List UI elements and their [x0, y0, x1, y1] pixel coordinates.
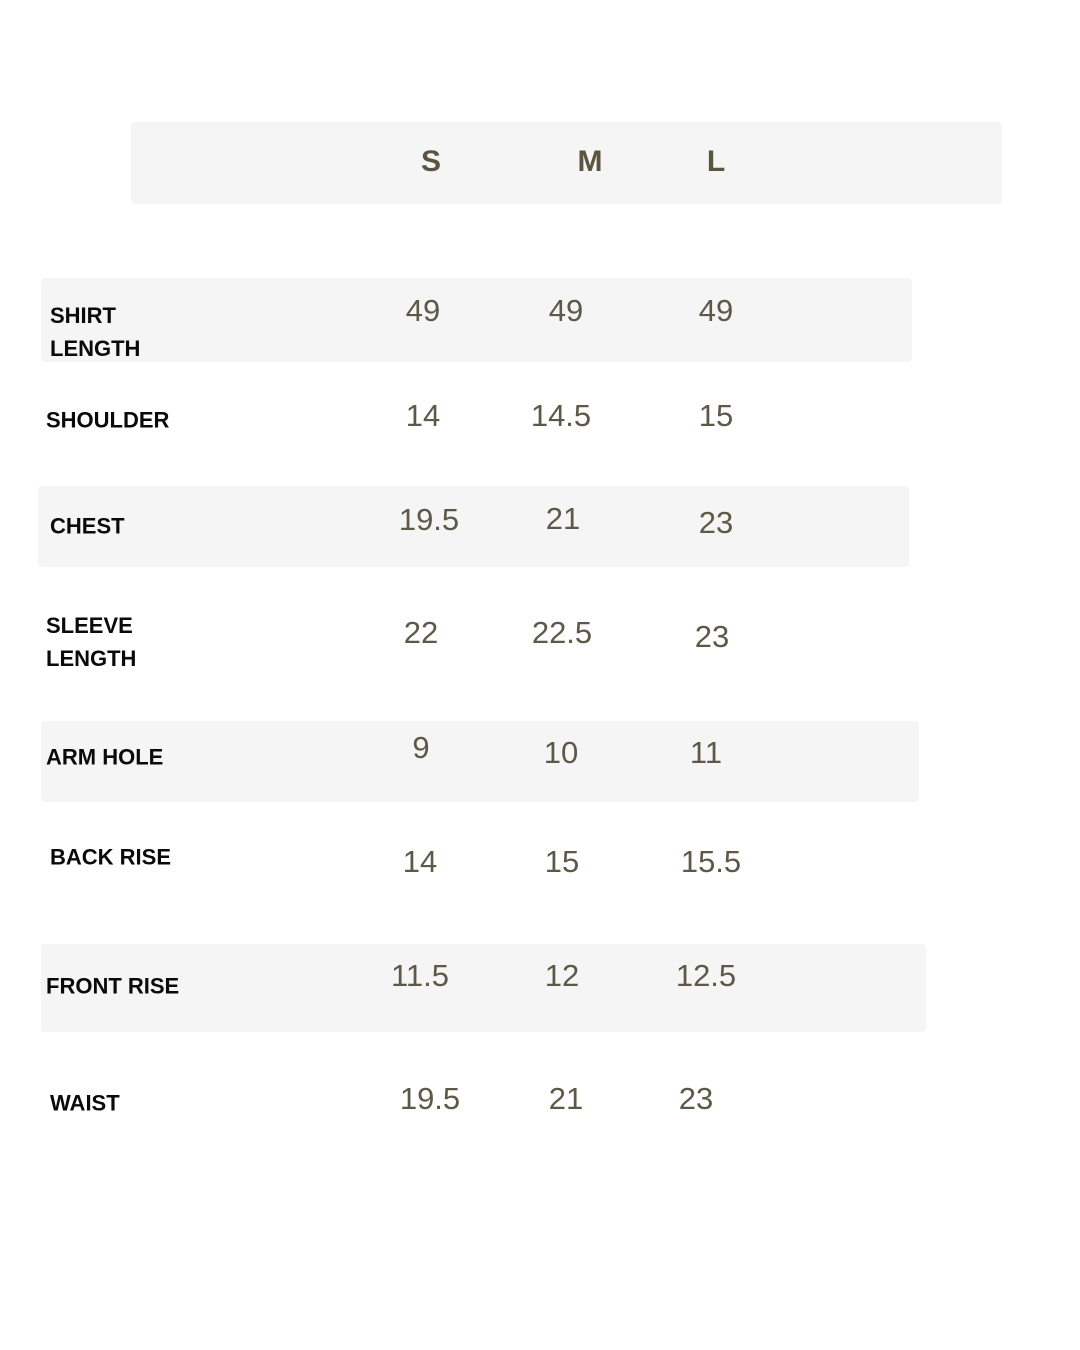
cell-s: 9 — [412, 730, 430, 765]
cell-l: 23 — [678, 1081, 714, 1116]
cell-m: 10 — [543, 735, 579, 770]
row-band-arm-hole — [41, 721, 919, 802]
header-band — [131, 122, 1002, 204]
cell-l: 11 — [689, 735, 723, 770]
row-label: SHIRT LENGTH — [50, 303, 141, 361]
cell-m: 22.5 — [531, 615, 593, 650]
cell-l: 15.5 — [680, 844, 742, 879]
cell-m: 15 — [544, 844, 580, 879]
cell-s: 11.5 — [390, 958, 450, 993]
cell-s: 19.5 — [398, 502, 460, 537]
size-header-l: L — [706, 145, 726, 178]
row-label: ARM HOLE — [46, 744, 164, 770]
row-label: FRONT RISE — [46, 973, 180, 999]
cell-m: 21 — [548, 1081, 584, 1116]
cell-l: 23 — [694, 619, 730, 654]
cell-l: 49 — [698, 293, 734, 328]
cell-l: 12.5 — [675, 958, 737, 993]
row-band-front-rise — [41, 944, 926, 1032]
cell-s: 49 — [405, 293, 441, 328]
cell-m: 12 — [544, 958, 580, 993]
cell-m: 49 — [548, 293, 584, 328]
cell-s: 19.5 — [399, 1081, 461, 1116]
cell-s: 14 — [402, 844, 438, 879]
cell-l: 23 — [698, 505, 734, 540]
row-label: BACK RISE — [50, 844, 172, 870]
row-label: SLEEVE LENGTH — [46, 613, 137, 671]
row-label: WAIST — [50, 1090, 120, 1116]
cell-m: 14.5 — [530, 398, 592, 433]
row-label: SHOULDER — [46, 407, 170, 433]
size-header-m: M — [577, 145, 603, 178]
cell-s: 22 — [403, 615, 439, 650]
row-band-chest — [38, 486, 909, 567]
size-header-s: S — [420, 145, 442, 178]
row-band-shirt-length — [41, 278, 912, 362]
row-label: CHEST — [50, 513, 125, 539]
cell-m: 21 — [545, 501, 581, 536]
cell-l: 15 — [698, 398, 734, 433]
cell-s: 14 — [405, 398, 441, 433]
